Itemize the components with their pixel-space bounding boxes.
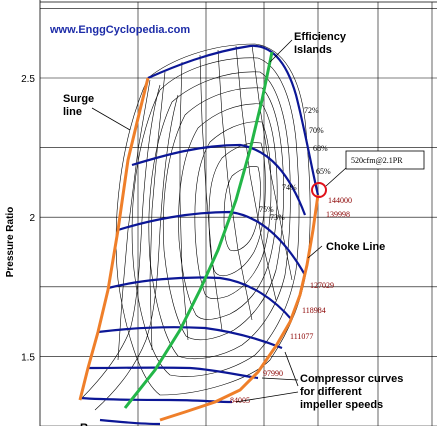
speed-labels: 144000 139998 127029 118984 111077 97990… [230, 196, 352, 405]
efficiency-island [162, 87, 284, 341]
curves-pointer [261, 377, 299, 381]
efficiency-island [131, 57, 300, 377]
surge-line-annotation: Surge line [63, 93, 94, 118]
efficiency-label: 68% [313, 144, 328, 153]
map-line [199, 54, 223, 331]
map-line [235, 45, 277, 301]
bottom-cut-label: R [80, 422, 88, 426]
speed-label: 139998 [326, 210, 350, 219]
speed-label: 144000 [328, 196, 352, 205]
speed-line-97990 [87, 366, 259, 380]
efficiency-label: 75% [259, 205, 274, 214]
map-line [251, 44, 293, 281]
annotation-pointers [91, 39, 323, 403]
efficiency-island [208, 142, 266, 277]
watermark: www.EnggCyclopedia.com [49, 24, 190, 36]
surge-line [78, 77, 150, 401]
speed-line-111077 [97, 326, 283, 350]
map-line [149, 71, 166, 351]
efficiency-island [79, 84, 161, 401]
speed-line-84005 [79, 396, 233, 404]
efficiency-island [94, 94, 179, 411]
speed-line-127029 [117, 210, 306, 276]
efficiency-label: 73% [270, 213, 285, 222]
efficiency-island [178, 103, 278, 320]
islands-pointer [269, 39, 293, 63]
efficiency-islands [79, 43, 311, 411]
compressor-curves-annotation: Compressor curves for different impeller s… [300, 373, 403, 411]
operating-point-callout: 520cfm@2.1PR [351, 156, 403, 165]
map-line [217, 49, 253, 321]
efficiency-islands-annotation: Efficiency Islands [294, 31, 347, 56]
efficiency-label: 65% [316, 167, 331, 176]
efficiency-island [115, 43, 311, 396]
speed-label: 118984 [302, 306, 326, 315]
map-line [179, 61, 189, 341]
plot-frame [39, 0, 437, 426]
choke-pointer [307, 245, 323, 259]
efficiency-label: 74% [282, 183, 297, 192]
efficiency-label: 72% [304, 106, 319, 115]
choke-line-annotation: Choke Line [326, 241, 385, 253]
curves-pointer [235, 391, 299, 403]
y-tick-labels: 2.5 2 1.5 [21, 74, 35, 363]
choke-line [159, 194, 320, 422]
curves-pointer [284, 351, 299, 387]
speed-line-lowest [99, 418, 161, 426]
operating-point-callout-box [345, 150, 425, 170]
y-tick-label: 2.5 [21, 74, 35, 85]
y-tick-label: 2 [29, 213, 35, 224]
speed-lines [79, 44, 320, 426]
peak-efficiency-line [123, 51, 274, 409]
efficiency-label: 70% [309, 126, 324, 135]
efficiency-island [223, 166, 261, 252]
y-axis-label: Pressure Ratio [5, 207, 16, 278]
operating-point-pointer [325, 167, 347, 187]
speed-line-144000 [147, 44, 320, 196]
speed-line-139998 [131, 143, 307, 216]
speed-label: 111077 [290, 332, 313, 341]
speed-label: 84005 [230, 396, 250, 405]
speed-label: 127029 [310, 281, 334, 290]
map-line [117, 79, 151, 361]
operating-point-marker [311, 182, 327, 198]
y-tick-label: 1.5 [21, 352, 35, 363]
speed-label: 97990 [263, 369, 283, 378]
efficiency-labels: 72% 70% 68% 65% 74% 75% 73% [259, 106, 331, 222]
speed-line-118984 [107, 276, 293, 321]
surge-pointer [91, 107, 131, 131]
